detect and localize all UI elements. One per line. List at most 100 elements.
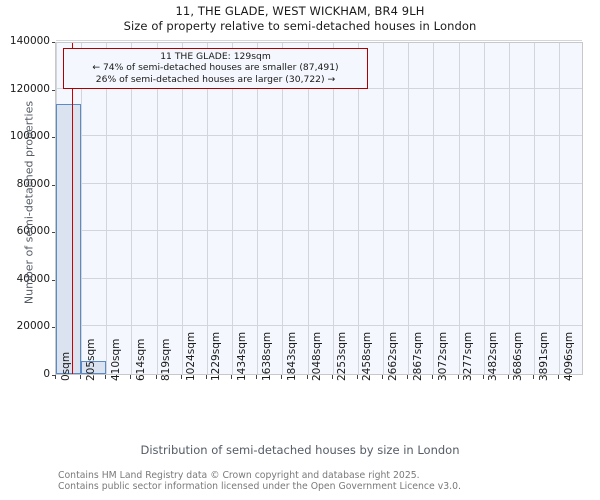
annotation-line-1: 11 THE GLADE: 129sqm: [160, 51, 271, 62]
gridline-vertical: [106, 43, 108, 374]
y-axis-tick-mark: [51, 42, 55, 43]
gridline-horizontal: [56, 182, 582, 184]
gridline-vertical: [156, 43, 158, 374]
gridline-vertical: [332, 43, 334, 374]
y-axis-tick-mark: [51, 375, 55, 376]
x-axis-tick-label: 1638sqm: [260, 331, 273, 381]
y-axis-tick-label: 40000: [16, 272, 50, 285]
x-axis-tick-label: 3891sqm: [537, 331, 550, 381]
gridline-vertical: [383, 43, 385, 374]
x-axis-tick-mark: [533, 375, 535, 379]
x-axis-tick-mark: [105, 375, 107, 379]
x-axis-tick-label: 3686sqm: [512, 331, 525, 381]
x-axis-tick-label: 2458sqm: [361, 331, 374, 381]
x-axis-tick-mark: [130, 375, 132, 379]
x-axis-tick-mark: [281, 375, 283, 379]
gridline-vertical: [282, 43, 284, 374]
x-axis-tick-mark: [306, 375, 308, 379]
gridline-vertical: [81, 43, 83, 374]
x-axis-tick-mark: [180, 375, 182, 379]
x-axis-tick-mark: [457, 375, 459, 379]
x-axis-tick-label: 2662sqm: [386, 331, 399, 381]
x-axis-tick-mark: [205, 375, 207, 379]
annotation-line-3: 26% of semi-detached houses are larger (…: [95, 73, 336, 85]
y-axis-tick-label: 0: [43, 368, 50, 380]
y-axis-tick-mark: [51, 89, 55, 91]
x-axis-tick-label: 2253sqm: [336, 331, 349, 381]
y-axis-tick-label: 20000: [16, 320, 50, 333]
histogram-bar: [81, 360, 107, 374]
x-axis-tick-label: 1843sqm: [285, 331, 298, 381]
footer-line-2: Contains public sector information licen…: [58, 481, 461, 492]
x-axis-tick-label: 1024sqm: [185, 331, 198, 381]
gridline-vertical: [534, 43, 536, 374]
x-axis-tick-label: 2867sqm: [411, 331, 424, 381]
x-axis-tick-mark: [356, 375, 358, 379]
gridline-vertical: [559, 43, 561, 374]
y-axis-title: Number of semi-detached properties: [22, 100, 36, 305]
x-axis-tick-label: 410sqm: [109, 338, 122, 381]
gridline-horizontal: [56, 277, 582, 279]
gridline-vertical: [483, 43, 485, 374]
x-axis-tick-label: 3482sqm: [487, 331, 500, 381]
y-axis-tick-label: 120000: [9, 82, 50, 95]
gridline-vertical: [357, 43, 359, 374]
y-axis-tick-label: 100000: [9, 130, 50, 143]
x-axis-tick-label: 3072sqm: [436, 331, 449, 381]
x-axis-tick-mark: [256, 375, 258, 379]
chart-subtitle: Size of property relative to semi-detach…: [123, 19, 477, 33]
x-axis-tick-mark: [155, 375, 157, 379]
x-axis-tick-mark: [331, 375, 333, 379]
footer-line-1: Contains HM Land Registry data © Crown c…: [58, 470, 420, 481]
x-axis-tick-label: 614sqm: [134, 338, 147, 381]
gridline-vertical: [131, 43, 133, 374]
gridline-horizontal: [56, 135, 582, 137]
property-size-marker-line: [71, 43, 74, 374]
gridline-vertical: [232, 43, 234, 374]
x-axis-tick-label: 3277sqm: [462, 331, 475, 381]
gridline-horizontal: [56, 325, 582, 327]
x-axis-tick-mark: [432, 375, 434, 379]
x-axis-tick-label: 4096sqm: [562, 331, 575, 381]
y-axis-tick-mark: [51, 137, 55, 139]
gridline-vertical: [181, 43, 183, 374]
x-axis-tick-mark: [482, 375, 484, 379]
gridline-vertical: [408, 43, 410, 374]
x-axis-tick-label: 1434sqm: [235, 331, 248, 381]
y-axis-tick-mark: [51, 327, 55, 329]
gridline-horizontal: [56, 230, 582, 232]
x-axis-tick-label: 1229sqm: [210, 331, 223, 381]
x-axis-title: Distribution of semi-detached houses by …: [140, 443, 460, 457]
y-axis-tick-label: 140000: [9, 35, 50, 47]
x-axis-tick-mark: [55, 375, 56, 379]
x-axis-tick-mark: [80, 375, 82, 379]
y-axis-tick-mark: [51, 279, 55, 281]
y-axis-tick-label: 80000: [16, 177, 50, 190]
gridline-vertical: [257, 43, 259, 374]
x-axis-tick-mark: [231, 375, 233, 379]
chart-title: 11, THE GLADE, WEST WICKHAM, BR4 9LH: [175, 4, 425, 18]
x-axis-tick-label: 0sqm: [59, 351, 72, 381]
plot-area: [55, 40, 583, 375]
x-axis-tick-mark: [507, 375, 509, 379]
gridline-vertical: [206, 43, 208, 374]
y-axis-tick-mark: [51, 184, 55, 186]
x-axis-tick-mark: [382, 375, 384, 379]
x-axis-tick-label: 819sqm: [160, 338, 173, 381]
x-axis-tick-mark: [407, 375, 409, 379]
annotation-box: 11 THE GLADE: 129sqm ← 74% of semi-detac…: [63, 48, 368, 90]
gridline-vertical: [458, 43, 460, 374]
gridline-vertical: [433, 43, 435, 374]
gridline-vertical: [307, 43, 309, 374]
gridline-vertical: [508, 43, 510, 374]
attribution-footer: Contains HM Land Registry data © Crown c…: [58, 470, 598, 492]
y-axis-tick-mark: [51, 232, 55, 234]
x-axis-tick-label: 205sqm: [84, 338, 97, 381]
histogram-bar: [56, 104, 82, 374]
y-axis-tick-label: 60000: [16, 225, 50, 238]
annotation-line-2: ← 74% of semi-detached houses are smalle…: [92, 62, 339, 74]
gridline-horizontal: [56, 40, 582, 41]
x-axis-tick-mark: [558, 375, 560, 379]
x-axis-tick-label: 2048sqm: [311, 331, 324, 381]
